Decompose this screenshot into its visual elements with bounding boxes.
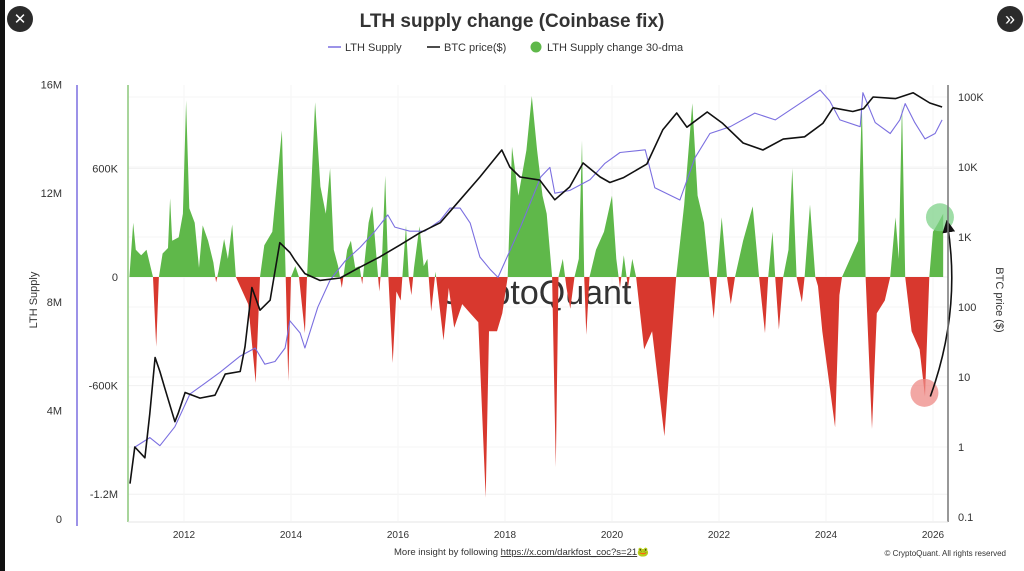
y-mid-tick-label: 600K <box>92 163 118 175</box>
legend-label[interactable]: BTC price($) <box>444 42 506 54</box>
y-right-axis-title: BTC price ($) <box>993 267 1005 332</box>
y-left-tick-label: 12M <box>41 188 62 200</box>
footer-link[interactable]: https://x.com/darkfost_coc?s=21 <box>501 547 638 558</box>
frog-emoji: 🐸 <box>637 546 649 558</box>
y-left-tick-label: 0 <box>56 514 62 526</box>
y-left-tick-label: 16M <box>41 80 62 92</box>
y-left-axis-title: LTH Supply <box>28 271 40 328</box>
y-right-tick-label: 0.1 <box>958 512 973 524</box>
y-mid-tick-label: -1.2M <box>90 489 118 501</box>
y-right-tick-label: 10 <box>958 372 970 384</box>
x-tick-label: 2014 <box>280 530 303 541</box>
btc-price-line <box>129 92 943 484</box>
y-right-tick-label: 10K <box>958 162 978 174</box>
y-right-tick-label: 1K <box>958 232 972 244</box>
y-left-tick-label: 8M <box>47 297 62 309</box>
x-tick-label: 2018 <box>494 530 517 541</box>
x-tick-label: 2024 <box>815 530 838 541</box>
x-tick-label: 2022 <box>708 530 731 541</box>
legend-label[interactable]: LTH Supply <box>345 42 402 54</box>
supply-change-positive-area <box>129 96 944 277</box>
chart-title: LTH supply change (Coinbase fix) <box>360 11 665 32</box>
left-border <box>0 0 5 571</box>
copyright: © CryptoQuant. All rights reserved <box>885 549 1007 558</box>
legend-label[interactable]: LTH Supply change 30-dma <box>547 42 684 54</box>
legend-dot-2 <box>530 41 542 53</box>
next-button[interactable]: » <box>997 6 1023 32</box>
y-mid-tick-label: 0 <box>112 272 118 284</box>
x-tick-label: 2012 <box>173 530 196 541</box>
y-right-tick-label: 100 <box>958 302 976 314</box>
legend: LTH Supply BTC price($) LTH Supply change … <box>328 41 684 54</box>
y-mid-tick-label: -600K <box>89 381 119 393</box>
x-tick-label: 2026 <box>922 530 945 541</box>
close-button[interactable]: ✕ <box>7 6 33 32</box>
y-right-tick-label: 1 <box>958 442 964 454</box>
footer-text: More insight by following https://x.com/… <box>394 546 649 558</box>
axes: 16M12M8M4M0600K0-600K-1.2M100K10K1K10010… <box>28 80 1005 541</box>
y-right-tick-label: 100K <box>958 92 984 104</box>
annotation-arrow <box>929 219 956 397</box>
x-tick-label: 2016 <box>387 530 410 541</box>
chevrons-right-icon: » <box>1004 8 1015 29</box>
x-tick-label: 2020 <box>601 530 624 541</box>
annotation-circle <box>910 378 939 407</box>
lth-supply-line <box>134 89 943 448</box>
y-left-tick-label: 4M <box>47 405 62 417</box>
plot-marks <box>129 89 956 498</box>
annotation-circle <box>925 203 954 232</box>
close-icon: ✕ <box>13 11 27 28</box>
